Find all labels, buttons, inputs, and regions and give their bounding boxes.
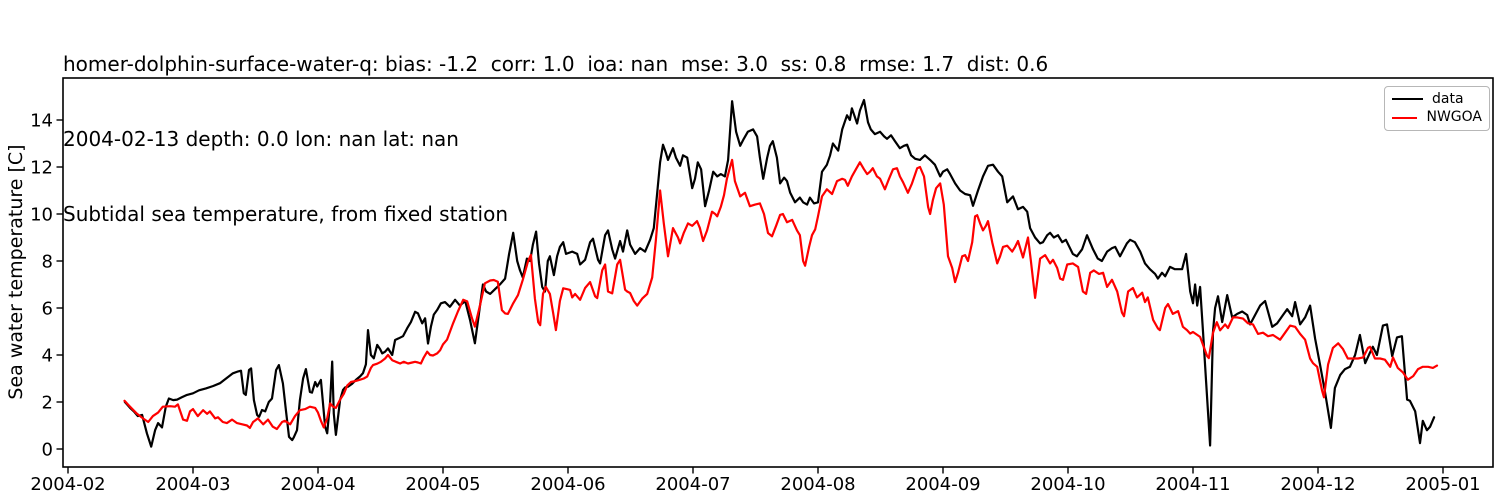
plot-border (62, 77, 1494, 468)
y-tick-label: 0 (42, 440, 53, 461)
title-line-stats: homer-dolphin-surface-water-q: bias: -1.… (63, 52, 1049, 76)
title-line-meta: 2004-02-13 depth: 0.0 lon: nan lat: nan (63, 127, 459, 151)
series-line-nwgoa (123, 158, 1439, 431)
y-tick-label: 2 (42, 393, 53, 414)
y-axis-label: Sea water temperature [C] (5, 144, 27, 399)
series-line-data (123, 98, 1436, 448)
x-tick-label: 2004-02 (30, 474, 105, 495)
page-title: Subtidal sea temperature, from fixed sta… (63, 202, 508, 226)
y-tick-label: 4 (42, 346, 53, 367)
x-tick-label: 2004-03 (155, 474, 230, 495)
x-tick-label: 2004-08 (780, 474, 855, 495)
x-tick-label: 2004-12 (1280, 474, 1355, 495)
nwgoa-line-sample-icon (1392, 116, 1418, 119)
x-tick-label: 2004-05 (405, 474, 480, 495)
y-tick-label: 14 (30, 111, 53, 132)
x-tick-label: 2004-11 (1155, 474, 1230, 495)
x-tick-label: 2004-07 (655, 474, 730, 495)
x-tick-label: 2004-06 (530, 474, 605, 495)
y-tick-label: 8 (42, 252, 53, 273)
legend: data NWGOA (1384, 86, 1490, 131)
y-tick-label: 12 (30, 158, 53, 179)
x-tick-label: 2005-01 (1405, 474, 1480, 495)
x-tick-label: 2004-09 (905, 474, 980, 495)
legend-label-data: data (1432, 90, 1464, 107)
data-line-sample-icon (1392, 98, 1423, 101)
x-tick-label: 2004-10 (1030, 474, 1105, 495)
y-tick-label: 6 (42, 299, 53, 320)
legend-label-nwgoa: NWGOA (1426, 109, 1482, 126)
legend-item-data: data (1392, 90, 1482, 107)
plot-area: 2004-02 2004-03 2004-04 2004-05 2004-06 2004-… (30, 77, 1494, 495)
x-tick-label: 2004-04 (280, 474, 355, 495)
y-tick-label: 10 (30, 205, 53, 226)
legend-item-nwgoa: NWGOA (1392, 110, 1482, 125)
title-block: homer-dolphin-surface-water-q: bias: -1.… (63, 2, 1048, 277)
